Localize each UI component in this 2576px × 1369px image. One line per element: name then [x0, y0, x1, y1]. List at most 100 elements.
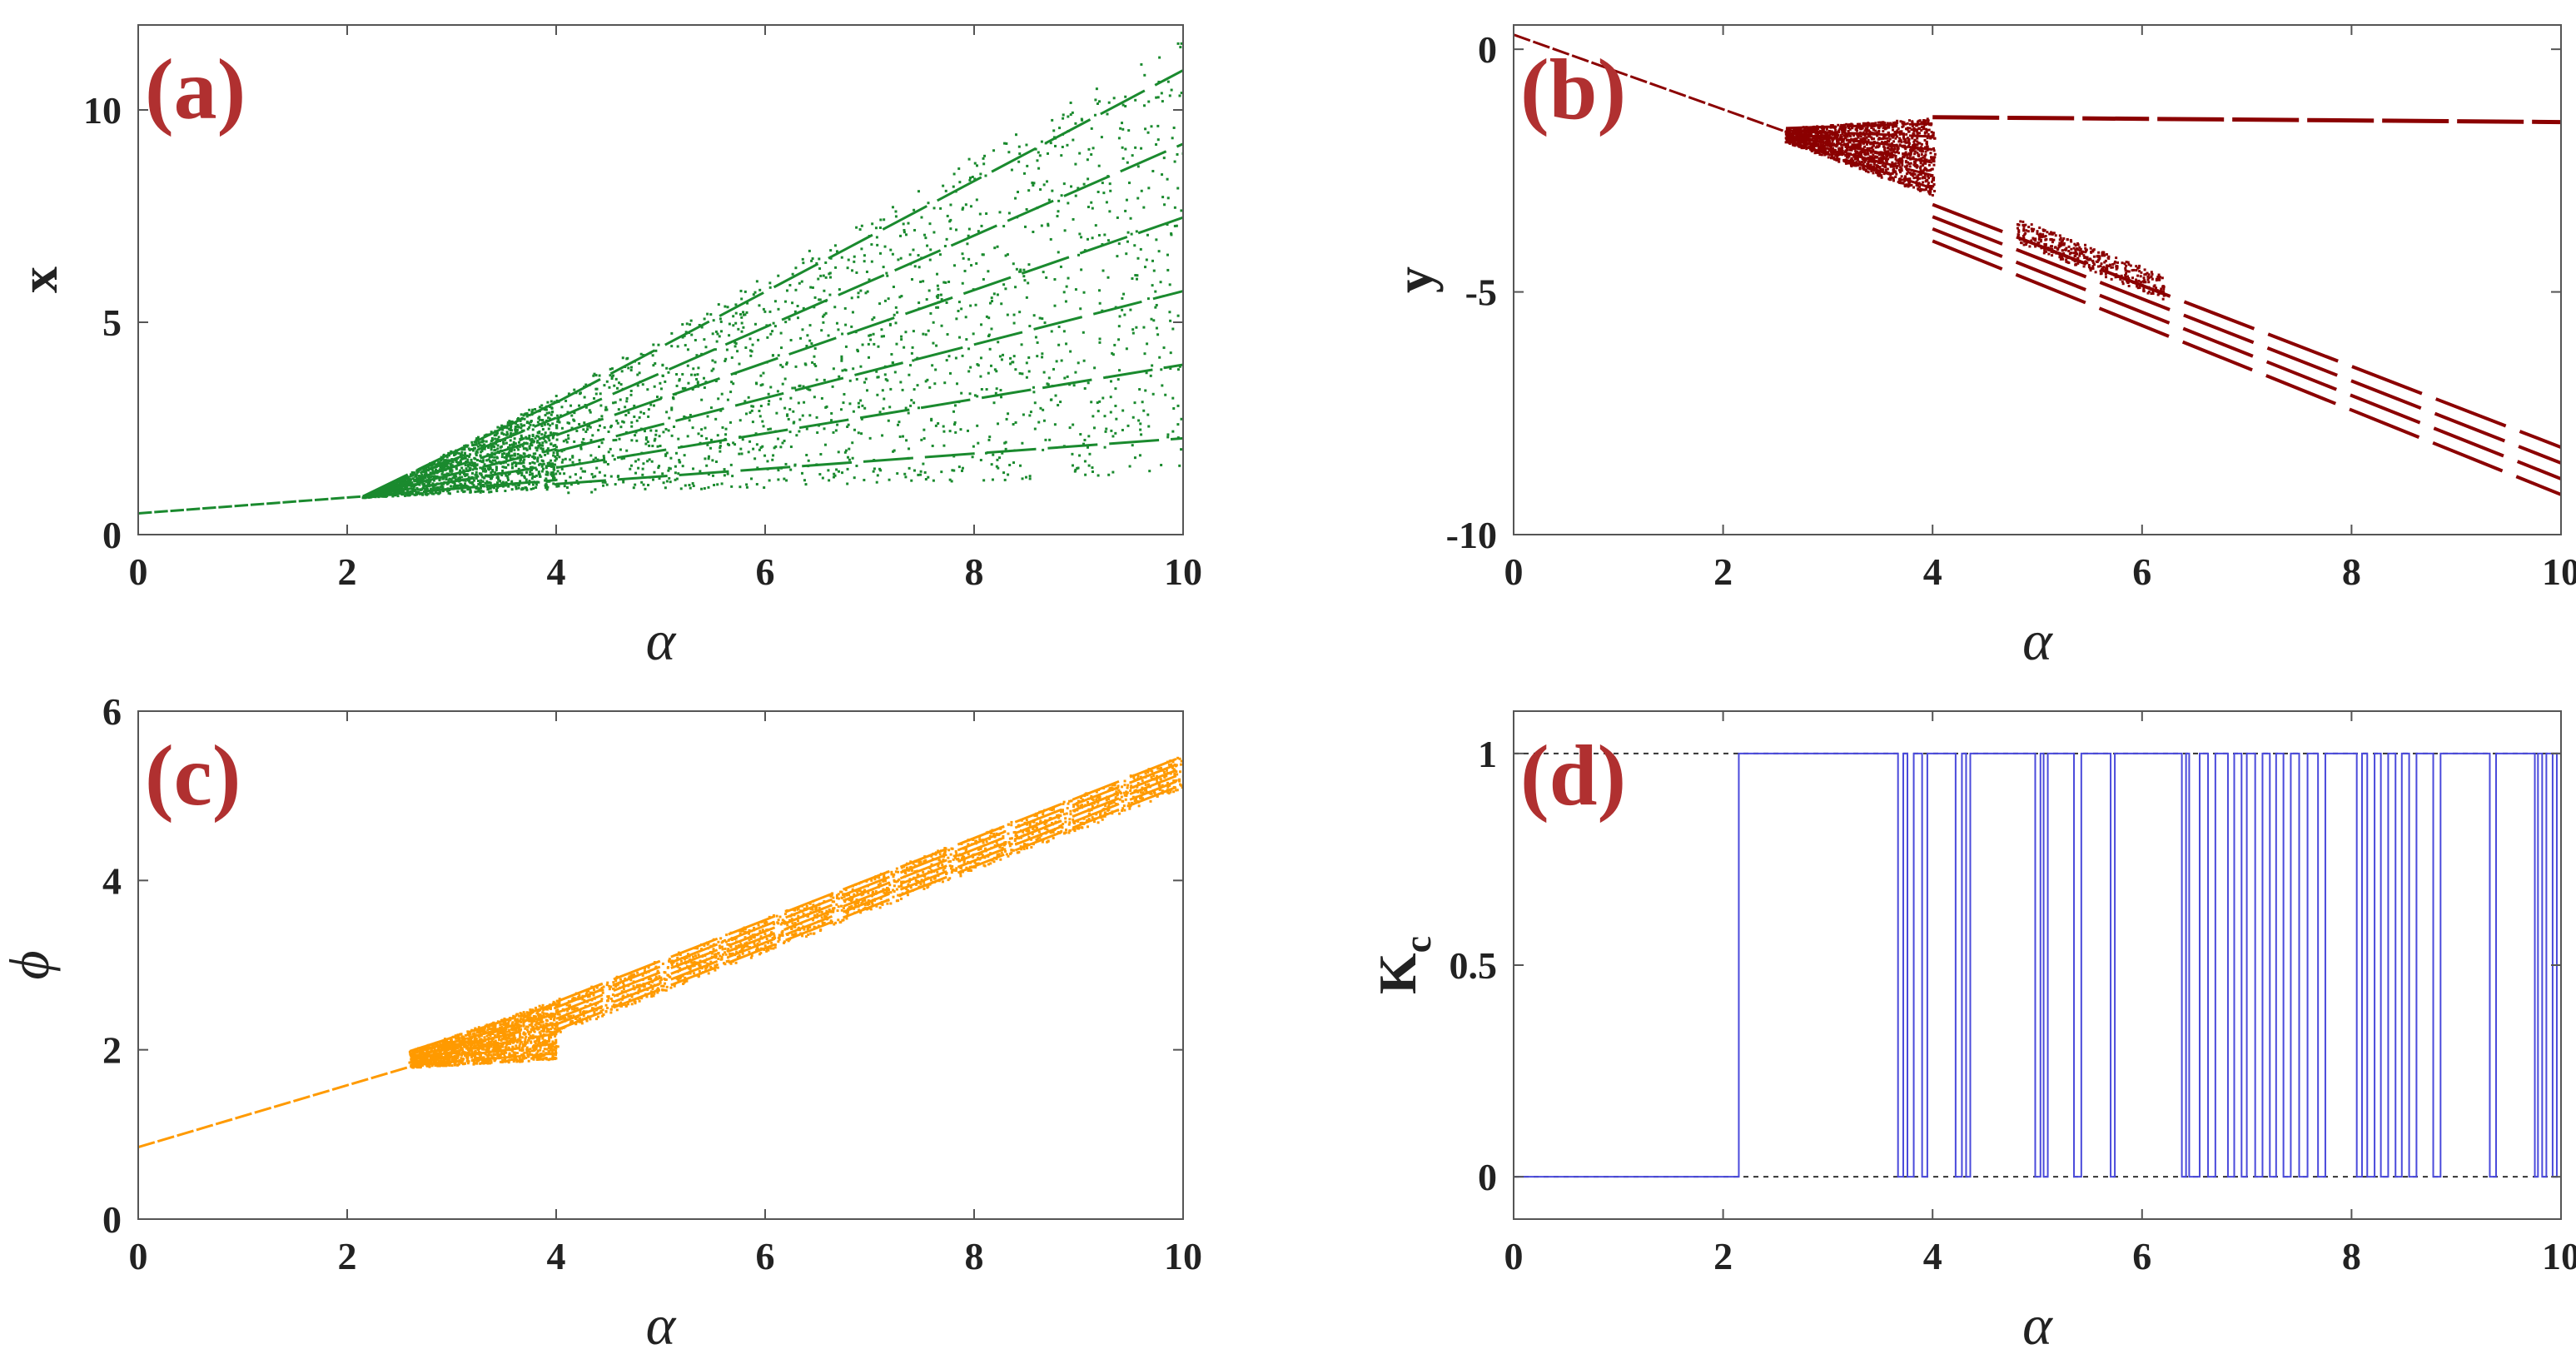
data-point: [739, 313, 743, 316]
data-point: [471, 449, 475, 452]
data-point: [1827, 151, 1830, 154]
data-point: [407, 494, 410, 497]
data-point: [547, 427, 550, 431]
plot-area: [1514, 33, 2561, 496]
data-point: [512, 441, 515, 444]
data-point: [1134, 274, 1137, 277]
data-point: [719, 441, 722, 444]
data-point: [873, 316, 876, 319]
data-point: [1814, 141, 1818, 144]
data-point: [432, 462, 435, 465]
data-point: [1124, 95, 1127, 98]
data-point: [878, 302, 882, 306]
data-point: [460, 453, 463, 456]
data-point: [554, 455, 557, 458]
data-point: [952, 185, 955, 188]
data-point: [1138, 454, 1141, 457]
data-point: [860, 224, 863, 227]
data-point: [670, 434, 674, 437]
data-point: [1898, 137, 1902, 140]
data-point: [473, 479, 476, 482]
data-point: [661, 364, 664, 367]
data-point: [1171, 396, 1175, 400]
data-point: [951, 469, 954, 472]
data-point: [1019, 270, 1022, 273]
data-point: [592, 458, 595, 461]
data-point: [896, 311, 899, 314]
data-segment: [1649, 82, 1667, 91]
data-point: [528, 421, 531, 425]
data-point: [690, 333, 694, 336]
data-point: [1125, 198, 1128, 202]
data-point: [464, 451, 467, 455]
data-point: [490, 436, 494, 440]
data-point: [2114, 276, 2117, 279]
data-point: [882, 266, 885, 269]
data-point: [629, 464, 633, 467]
data-point: [1907, 119, 1911, 122]
data-point: [1124, 105, 1127, 108]
x-axis-label: α: [646, 609, 677, 672]
data-point: [768, 281, 772, 285]
data-point: [555, 446, 559, 449]
data-point: [1097, 190, 1100, 193]
data-point: [1029, 411, 1032, 414]
data-point: [514, 460, 517, 464]
data-point: [1927, 184, 1931, 187]
data-point: [1808, 128, 1811, 132]
data-point: [979, 356, 982, 360]
data-point: [846, 467, 849, 470]
data-point: [709, 446, 712, 450]
data-point: [473, 463, 476, 466]
data-point: [515, 461, 518, 465]
data-point: [488, 456, 491, 459]
data-point: [1042, 408, 1045, 411]
data-point: [822, 315, 825, 318]
data-point: [868, 436, 872, 440]
data-point: [1117, 242, 1121, 246]
data-point: [1022, 275, 1026, 278]
data-point: [578, 459, 581, 462]
data-point: [565, 486, 569, 490]
branch-line: [1786, 122, 1933, 130]
data-point: [1042, 448, 1045, 451]
x-tick-label: 10: [1164, 550, 1202, 593]
data-point: [1819, 137, 1823, 141]
data-point: [480, 490, 483, 493]
data-point: [455, 475, 458, 478]
data-point: [421, 493, 425, 496]
lower-branch: [1932, 215, 2561, 465]
data-point: [517, 484, 520, 487]
data-point: [864, 377, 868, 381]
data-point: [1903, 185, 1907, 188]
data-point: [1146, 233, 1149, 236]
data-point: [669, 456, 673, 460]
data-point: [856, 348, 859, 351]
data-point: [1135, 326, 1138, 329]
data-point: [1126, 231, 1130, 234]
data-point: [734, 443, 737, 446]
data-point: [1889, 144, 1892, 147]
data-point: [1121, 296, 1124, 300]
data-point: [879, 251, 883, 255]
data-point: [1883, 148, 1887, 152]
data-point: [546, 401, 550, 404]
data-point: [567, 437, 570, 441]
data-point: [743, 290, 747, 293]
data-point: [1019, 464, 1022, 467]
data-point: [816, 431, 819, 435]
data-point: [832, 475, 835, 479]
data-point: [664, 453, 668, 456]
data-point: [467, 475, 470, 479]
data-point: [732, 382, 735, 386]
data-point: [789, 396, 793, 400]
data-point: [1894, 165, 1897, 168]
data-point: [847, 423, 850, 426]
data-point: [1146, 342, 1149, 346]
data-point: [569, 458, 572, 461]
data-point: [841, 332, 844, 336]
data-point: [527, 413, 530, 416]
data-point: [1922, 127, 1926, 130]
data-point: [1043, 321, 1047, 325]
data-point: [475, 487, 478, 490]
